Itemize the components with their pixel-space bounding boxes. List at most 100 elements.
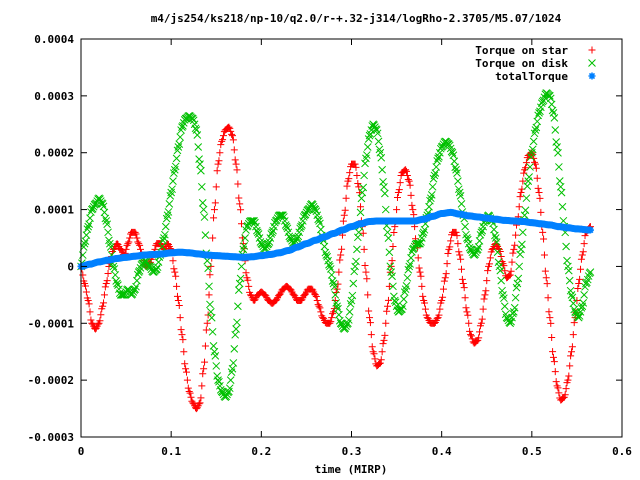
data-point (564, 266, 573, 275)
data-point (491, 231, 499, 240)
data-point (170, 265, 178, 273)
data-point (365, 131, 374, 140)
data-point (360, 171, 368, 180)
data-point (439, 293, 447, 301)
data-point (562, 385, 570, 393)
data-point (88, 319, 96, 327)
data-point (206, 271, 214, 279)
data-point (113, 240, 121, 248)
data-point (322, 251, 331, 259)
data-point (403, 167, 411, 175)
data-point (338, 245, 346, 253)
data-point (344, 316, 353, 324)
data-point (210, 214, 218, 222)
data-point (399, 295, 408, 303)
data-point (408, 201, 416, 209)
data-point (418, 282, 426, 290)
data-point (357, 203, 365, 211)
data-point (457, 255, 465, 263)
data-point (540, 235, 548, 243)
data-point (135, 267, 144, 275)
data-point (512, 231, 520, 239)
data-point (554, 149, 562, 157)
data-point (173, 282, 181, 290)
data-point (137, 245, 145, 253)
data-point (367, 331, 375, 339)
data-point (381, 189, 389, 198)
data-point (272, 297, 280, 305)
data-point (332, 289, 340, 297)
data-point (240, 242, 249, 250)
data-point (481, 291, 489, 299)
data-point (421, 305, 429, 313)
data-point (497, 252, 505, 260)
data-point (178, 331, 186, 339)
data-point (308, 200, 317, 209)
data-point (428, 182, 437, 191)
data-point (433, 157, 442, 165)
data-point (557, 188, 566, 197)
data-point (467, 331, 475, 339)
data-point (390, 296, 399, 305)
data-point (275, 291, 283, 299)
y-tick-label: 0.0004 (34, 33, 74, 46)
data-point (542, 274, 550, 282)
x-tick-label: 0.6 (612, 445, 632, 458)
data-point (543, 280, 551, 288)
data-point (453, 232, 461, 240)
data-point (293, 234, 302, 242)
data-point (241, 234, 249, 242)
data-point (99, 302, 107, 310)
data-point (353, 245, 361, 254)
data-point (312, 293, 320, 301)
data-point (122, 245, 130, 253)
data-point (219, 132, 227, 140)
data-point (196, 160, 204, 168)
data-point (471, 250, 479, 259)
data-point (414, 254, 422, 262)
data-point (82, 282, 90, 290)
data-point (261, 291, 269, 299)
data-point (397, 172, 405, 180)
data-point (87, 316, 95, 324)
data-point (165, 200, 174, 208)
data-point (468, 335, 476, 343)
data-point (301, 291, 309, 299)
data-point (197, 166, 205, 175)
data-point (461, 222, 469, 231)
data-point (123, 241, 131, 249)
data-point (325, 260, 333, 269)
data-point (365, 307, 373, 315)
data-point (436, 305, 444, 313)
data-point (229, 136, 237, 144)
data-point (507, 267, 515, 275)
data-point (434, 154, 442, 163)
data-point (519, 177, 527, 185)
data-point (410, 211, 418, 219)
data-point (79, 271, 87, 279)
data-point (568, 343, 576, 351)
data-point (179, 122, 187, 130)
data-point (201, 342, 209, 350)
data-point (182, 368, 190, 376)
data-point (345, 175, 353, 183)
data-point (570, 319, 578, 327)
data-point (227, 127, 235, 135)
data-point (493, 248, 502, 257)
data-point (182, 365, 190, 373)
data-point (564, 376, 572, 384)
data-point (82, 288, 90, 296)
data-point (509, 309, 517, 318)
data-point (402, 281, 411, 290)
data-point (416, 239, 424, 248)
data-point (390, 228, 398, 236)
data-point (230, 345, 239, 353)
data-point (327, 318, 335, 326)
data-point (387, 262, 395, 270)
data-point (381, 331, 389, 339)
data-point (199, 370, 207, 378)
data-point (282, 222, 291, 231)
data-point (214, 376, 222, 384)
data-point (586, 268, 595, 276)
data-point (311, 291, 319, 299)
